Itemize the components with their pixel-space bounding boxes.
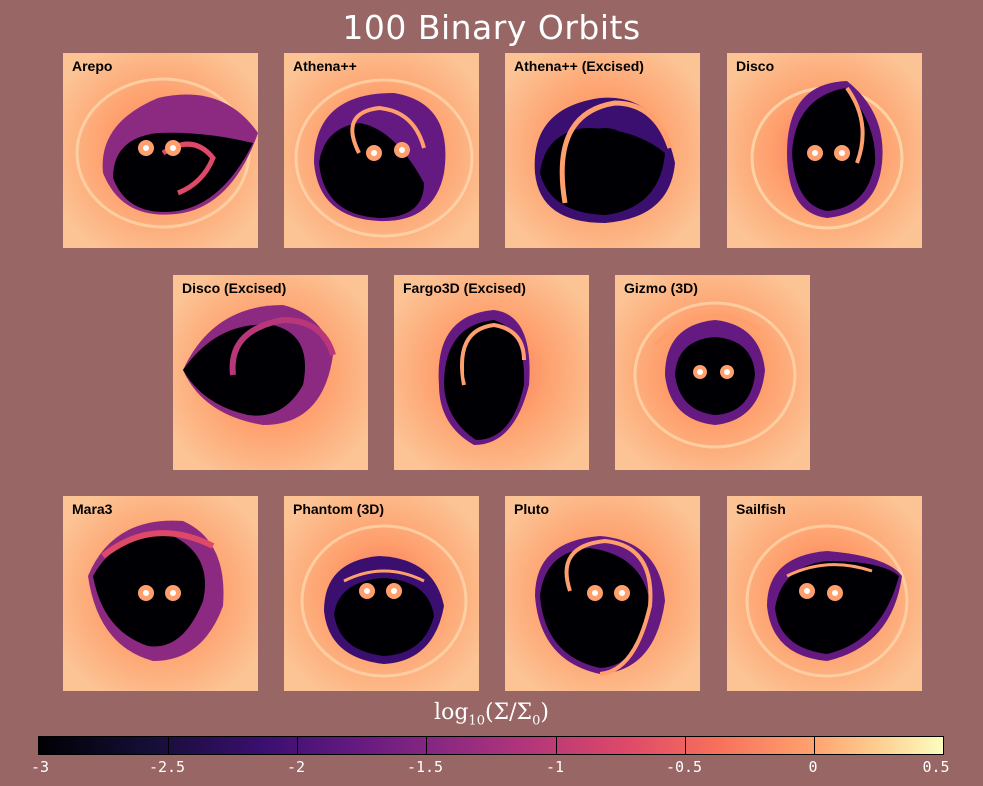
density-map-sailfish xyxy=(727,496,922,691)
colorbar-tick xyxy=(556,737,557,754)
colorbar-tick-label: -0.5 xyxy=(665,758,703,776)
colorbar-label-expr: (Σ/Σ xyxy=(484,700,533,725)
panel-gizmo: Gizmo (3D) xyxy=(615,275,810,470)
panel-mara3: Mara3 xyxy=(63,496,258,691)
panel-phantom: Phantom (3D) xyxy=(284,496,479,691)
colorbar-tick-label: -1 xyxy=(545,758,565,776)
colorbar-label-base: 10 xyxy=(468,713,485,729)
colorbar-tick-label: -2.5 xyxy=(148,758,186,776)
density-map-gizmo xyxy=(615,275,810,470)
colorbar-tick-label: 0.5 xyxy=(922,758,950,776)
colorbar-label-log: log xyxy=(434,700,469,725)
figure-title: 100 Binary Orbits xyxy=(342,8,641,47)
panel-label: Phantom (3D) xyxy=(293,501,384,517)
density-map-mara3 xyxy=(63,496,258,691)
density-map-disco xyxy=(727,53,922,248)
panel-label: Disco xyxy=(736,58,775,74)
colorbar-tick xyxy=(297,737,298,754)
density-map-athena xyxy=(284,53,479,248)
colorbar xyxy=(38,736,944,755)
colorbar-tick-label: -2 xyxy=(286,758,306,776)
density-map-pluto xyxy=(505,496,700,691)
panel-disco: Disco xyxy=(727,53,922,248)
panel-label: Fargo3D (Excised) xyxy=(403,280,526,296)
panel-pluto: Pluto xyxy=(505,496,700,691)
panel-label: Pluto xyxy=(514,501,549,517)
density-map-arepo xyxy=(63,53,258,248)
panel-label: Mara3 xyxy=(72,501,113,517)
panel-label: Athena++ (Excised) xyxy=(514,58,644,74)
panel-fargo3d-excised: Fargo3D (Excised) xyxy=(394,275,589,470)
panel-sailfish: Sailfish xyxy=(727,496,922,691)
colorbar-label: log10(Σ/Σ0) xyxy=(0,700,983,728)
panel-label: Arepo xyxy=(72,58,113,74)
colorbar-tick xyxy=(814,737,815,754)
panel-athena-excised: Athena++ (Excised) xyxy=(505,53,700,248)
colorbar-tick-label: -3 xyxy=(30,758,50,776)
panel-label: Sailfish xyxy=(736,501,786,517)
panel-label: Athena++ xyxy=(293,58,357,74)
colorbar-label-sub0: 0 xyxy=(532,713,541,729)
panel-athena: Athena++ xyxy=(284,53,479,248)
colorbar-tick xyxy=(685,737,686,754)
density-map-athena-excised xyxy=(505,53,700,248)
density-map-fargo3d-excised xyxy=(394,275,589,470)
density-map-disco-excised xyxy=(173,275,368,470)
colorbar-label-close: ) xyxy=(540,700,549,725)
colorbar-tick xyxy=(168,737,169,754)
colorbar-tick xyxy=(426,737,427,754)
colorbar-tick-label: 0 xyxy=(808,758,818,776)
panel-arepo: Arepo xyxy=(63,53,258,248)
colorbar-tick-label: -1.5 xyxy=(406,758,444,776)
density-map-phantom xyxy=(284,496,479,691)
panel-label: Disco (Excised) xyxy=(182,280,287,296)
panel-disco-excised: Disco (Excised) xyxy=(173,275,368,470)
panel-label: Gizmo (3D) xyxy=(624,280,698,296)
